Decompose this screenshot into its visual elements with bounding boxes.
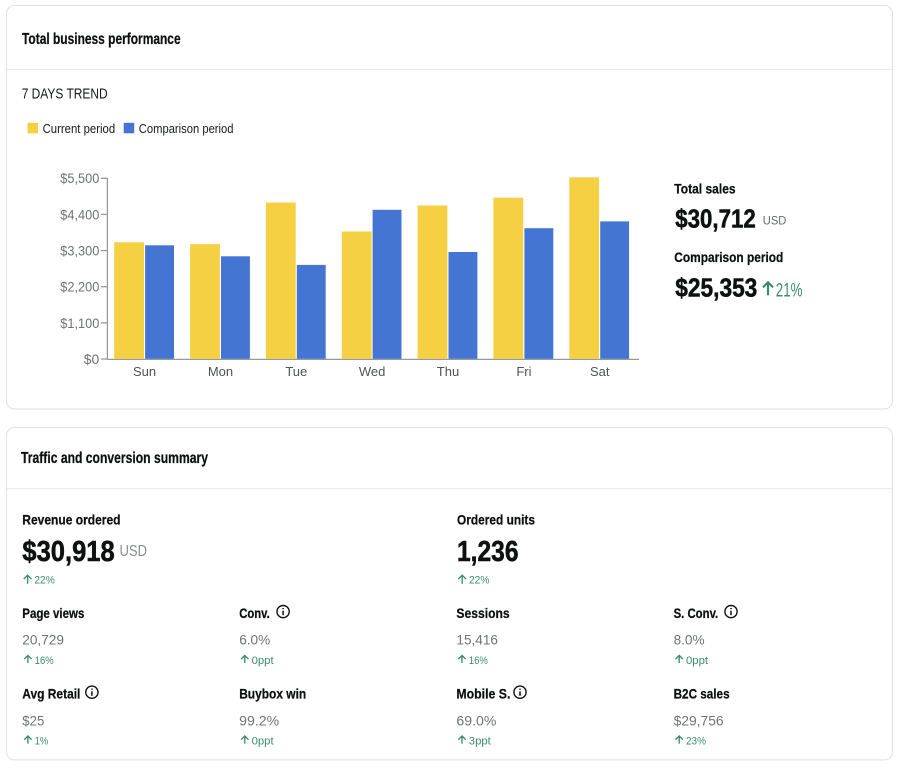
svg-text:USD: USD <box>120 543 148 560</box>
svg-text:16%: 16% <box>469 655 488 667</box>
svg-text:15,416: 15,416 <box>456 632 498 648</box>
svg-text:Total business performance: Total business performance <box>22 31 181 48</box>
svg-text:23%: 23% <box>686 736 706 748</box>
svg-text:USD: USD <box>763 216 787 228</box>
svg-text:$30,712: $30,712 <box>675 204 755 234</box>
svg-text:Sessions: Sessions <box>456 605 509 621</box>
svg-text:Thu: Thu <box>437 364 459 379</box>
svg-text:Conv.: Conv. <box>239 605 270 621</box>
svg-text:Mon: Mon <box>208 364 233 379</box>
svg-text:Mobile S.: Mobile S. <box>456 685 510 701</box>
svg-text:21%: 21% <box>776 281 803 302</box>
svg-text:Avg Retail: Avg Retail <box>22 685 80 701</box>
svg-text:$25: $25 <box>22 712 44 728</box>
svg-text:Fri: Fri <box>516 364 531 379</box>
svg-text:Traffic and conversion summary: Traffic and conversion summary <box>21 450 208 467</box>
svg-text:Sat: Sat <box>590 364 610 379</box>
svg-text:3ppt: 3ppt <box>469 736 491 748</box>
svg-text:Tue: Tue <box>285 364 307 379</box>
svg-text:Sun: Sun <box>133 364 156 379</box>
svg-text:$29,756: $29,756 <box>674 712 724 728</box>
svg-text:Revenue ordered: Revenue ordered <box>22 512 120 528</box>
svg-text:$25,353: $25,353 <box>675 273 757 303</box>
svg-text:6.0%: 6.0% <box>239 632 270 648</box>
svg-text:7 DAYS TREND: 7 DAYS TREND <box>22 87 108 103</box>
svg-text:Page views: Page views <box>22 605 84 621</box>
svg-text:Wed: Wed <box>359 364 386 379</box>
svg-text:B2C sales: B2C sales <box>674 685 730 701</box>
svg-text:Ordered units: Ordered units <box>457 512 535 528</box>
svg-text:99.2%: 99.2% <box>239 712 279 728</box>
svg-text:Total sales: Total sales <box>674 181 735 197</box>
svg-text:$1,100: $1,100 <box>60 315 99 331</box>
svg-text:69.0%: 69.0% <box>456 712 496 728</box>
svg-text:Buybox win: Buybox win <box>239 685 306 701</box>
svg-text:$30,918: $30,918 <box>22 536 114 568</box>
svg-text:0ppt: 0ppt <box>252 736 274 748</box>
svg-text:16%: 16% <box>35 655 54 667</box>
svg-text:Comparison period: Comparison period <box>139 121 234 136</box>
svg-text:0ppt: 0ppt <box>252 655 274 667</box>
svg-text:1%: 1% <box>35 736 49 748</box>
svg-text:$4,400: $4,400 <box>60 206 99 222</box>
svg-text:22%: 22% <box>34 574 55 586</box>
svg-text:S. Conv.: S. Conv. <box>674 605 719 621</box>
svg-text:22%: 22% <box>469 574 490 586</box>
svg-text:$3,300: $3,300 <box>60 242 99 258</box>
svg-text:8.0%: 8.0% <box>674 632 705 648</box>
svg-text:Comparison period: Comparison period <box>674 249 783 265</box>
svg-text:Current period: Current period <box>43 121 116 136</box>
svg-text:1,236: 1,236 <box>457 536 519 568</box>
svg-text:0ppt: 0ppt <box>686 655 708 667</box>
svg-text:$2,200: $2,200 <box>60 279 99 295</box>
svg-text:$0: $0 <box>84 351 100 367</box>
svg-text:$5,500: $5,500 <box>60 170 99 186</box>
svg-text:20,729: 20,729 <box>22 632 64 648</box>
